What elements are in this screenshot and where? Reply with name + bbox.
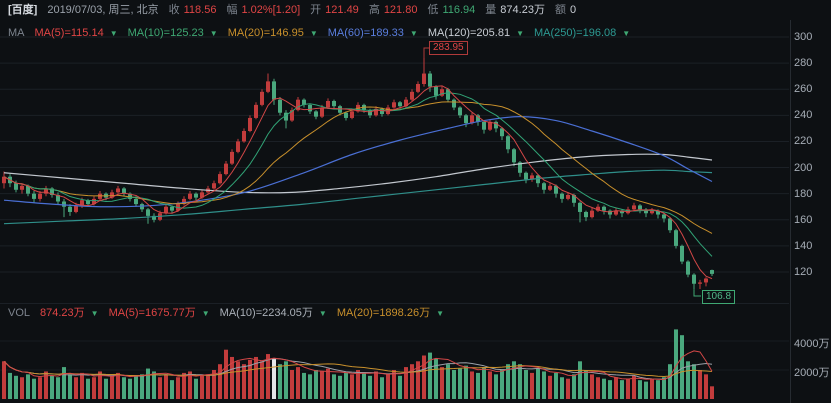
axis-tick-label: 260	[794, 83, 813, 96]
down-arrow-icon: ▼	[90, 309, 99, 318]
axis-tick-label: 4000万	[794, 338, 830, 350]
down-arrow-icon: ▼	[516, 29, 524, 38]
down-arrow-icon: ▼	[209, 29, 218, 38]
axis-tick-label: 180	[794, 187, 813, 200]
axis-tick-label: 280	[794, 57, 813, 70]
quote-field-high: 高 121.80	[368, 4, 418, 16]
ma60-legend: MA(60)=189.33 ▼	[327, 27, 418, 39]
quote-field-low: 低 116.94	[427, 4, 476, 16]
down-arrow-icon: ▼	[409, 29, 418, 38]
vol-ma20-legend: MA(20)=1898.26万 ▼	[336, 307, 444, 319]
quote-header: [百度] 2019/07/03, 周三, 北京 收 118.56 幅 1.02%[1…	[8, 4, 576, 17]
quote-field-open: 开 121.49	[310, 4, 359, 16]
down-arrow-icon: ▼	[622, 29, 631, 38]
down-arrow-icon: ▼	[436, 309, 444, 318]
ma-legend-title: MA	[8, 27, 25, 39]
quote-datetime: 2019/07/03, 周三, 北京	[47, 4, 159, 16]
quote-field-change: 幅 1.02%[1.20]	[226, 4, 301, 16]
quote-field-volume: 量 874.23万	[485, 4, 545, 16]
low-price-flag: 106.8	[702, 290, 736, 304]
axis-tick-label: 160	[794, 213, 813, 226]
axis-tick-label: 120	[794, 266, 813, 278]
down-arrow-icon: ▼	[109, 29, 118, 38]
vol-current: 874.23万 ▼	[40, 307, 99, 319]
axis-tick-label: 200	[794, 161, 813, 174]
vol-ma5-legend: MA(5)=1675.77万 ▼	[108, 307, 210, 319]
volume-legend: VOL 874.23万 ▼ MA(5)=1675.77万 ▼ MA(10)=2234…	[8, 307, 444, 320]
axis-tick-label: 300	[794, 31, 813, 43]
axis-tick-label: 2000万	[794, 367, 830, 379]
ma250-legend: MA(250)=196.08 ▼	[533, 27, 631, 39]
down-arrow-icon: ▼	[201, 309, 210, 318]
vol-ma10-legend: MA(10)=2234.05万 ▼	[219, 307, 327, 319]
ma120-legend: MA(120)=205.81 ▼	[427, 27, 524, 39]
ma5-legend: MA(5)=115.14 ▼	[34, 27, 118, 39]
stock-symbol: [百度]	[8, 4, 38, 16]
down-arrow-icon: ▼	[309, 29, 318, 38]
axis-tick-label: 140	[794, 239, 813, 252]
axis-tick-label: 240	[794, 109, 813, 122]
axis-tick-label: 220	[794, 135, 813, 148]
down-arrow-icon: ▼	[318, 309, 327, 318]
high-price-flag: 283.95	[429, 41, 468, 55]
vol-legend-title: VOL	[8, 307, 31, 319]
ma10-legend: MA(10)=125.23 ▼	[127, 27, 218, 39]
quote-field-close: 收 118.56	[168, 4, 217, 16]
ma20-legend: MA(20)=146.95 ▼	[227, 27, 318, 39]
ma-indicator-legend: MA MA(5)=115.14 ▼ MA(10)=125.23 ▼ MA(20)=1…	[8, 27, 630, 40]
